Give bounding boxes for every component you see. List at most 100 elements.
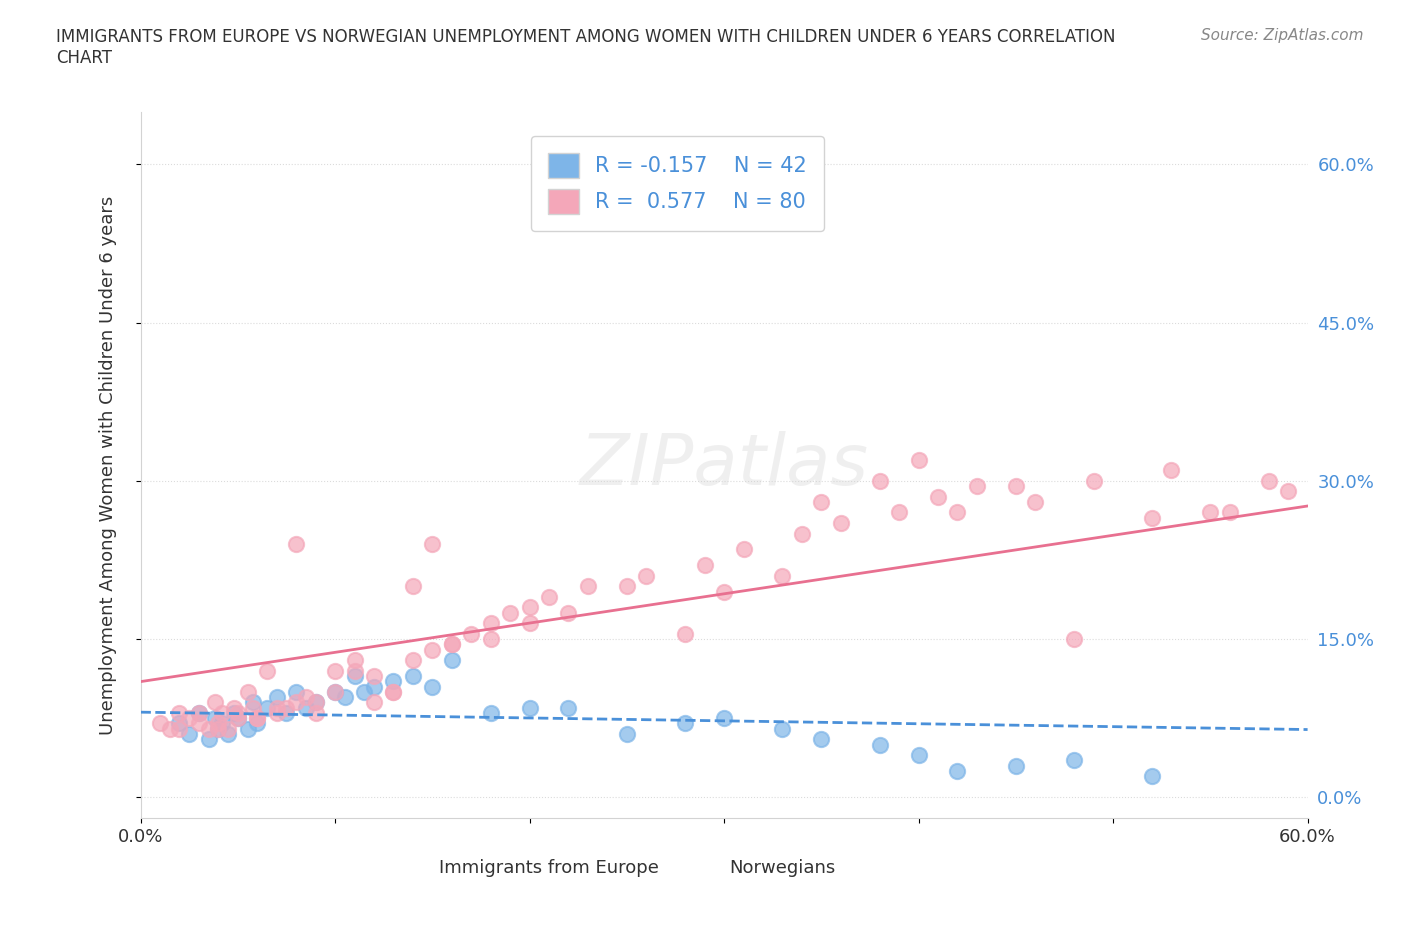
Point — [616, 578, 638, 593]
Point — [188, 706, 211, 721]
Point — [519, 600, 541, 615]
Point — [576, 578, 599, 593]
Point — [159, 722, 181, 737]
Point — [557, 700, 579, 715]
Point — [1160, 463, 1182, 478]
Point — [1024, 495, 1046, 510]
Text: Immigrants from Europe: Immigrants from Europe — [439, 859, 659, 877]
Point — [1199, 505, 1222, 520]
Point — [713, 584, 735, 599]
Point — [266, 690, 288, 705]
Point — [179, 711, 201, 725]
Point — [256, 700, 278, 715]
Point — [889, 505, 911, 520]
Point — [276, 706, 298, 721]
Point — [197, 732, 219, 747]
Point — [440, 637, 463, 652]
Point — [440, 637, 463, 652]
Point — [236, 684, 259, 699]
Point — [226, 711, 249, 725]
Point — [169, 706, 191, 721]
Point — [810, 495, 832, 510]
Point — [422, 643, 444, 658]
Point — [479, 706, 502, 721]
Point — [499, 605, 522, 620]
Point — [236, 722, 259, 737]
Point — [285, 695, 308, 710]
Point — [772, 722, 794, 737]
Text: Norwegians: Norwegians — [730, 859, 835, 877]
Point — [810, 732, 832, 747]
Point — [402, 653, 425, 668]
Point — [479, 631, 502, 646]
Y-axis label: Unemployment Among Women with Children Under 6 years: Unemployment Among Women with Children U… — [98, 195, 117, 735]
Point — [1063, 631, 1085, 646]
Point — [1140, 511, 1163, 525]
Point — [1219, 505, 1241, 520]
Point — [305, 706, 328, 721]
Point — [169, 722, 191, 737]
Text: Source: ZipAtlas.com: Source: ZipAtlas.com — [1201, 28, 1364, 43]
Point — [211, 706, 233, 721]
Point — [479, 616, 502, 631]
Point — [636, 568, 658, 583]
Point — [217, 722, 239, 737]
Point — [673, 626, 696, 641]
Point — [1063, 753, 1085, 768]
Point — [616, 726, 638, 741]
Point — [557, 605, 579, 620]
Point — [323, 684, 346, 699]
Point — [204, 695, 226, 710]
Point — [285, 684, 308, 699]
Point — [1140, 769, 1163, 784]
Point — [460, 626, 482, 641]
Point — [946, 764, 969, 778]
Point — [907, 748, 929, 763]
Point — [188, 706, 211, 721]
Point — [382, 674, 405, 689]
Point — [363, 669, 385, 684]
Point — [382, 684, 405, 699]
Point — [295, 700, 318, 715]
FancyBboxPatch shape — [456, 854, 515, 879]
Point — [422, 537, 444, 551]
Point — [1257, 473, 1279, 488]
Point — [422, 679, 444, 694]
Point — [519, 616, 541, 631]
Point — [382, 684, 405, 699]
Point — [673, 716, 696, 731]
Point — [217, 726, 239, 741]
Point — [830, 515, 852, 530]
Point — [211, 716, 233, 731]
Point — [790, 526, 813, 541]
Point — [1083, 473, 1105, 488]
Point — [226, 711, 249, 725]
Point — [907, 452, 929, 467]
Point — [440, 653, 463, 668]
Point — [343, 653, 366, 668]
Point — [276, 700, 298, 715]
Point — [1005, 479, 1028, 494]
Point — [266, 700, 288, 715]
Point — [222, 706, 245, 721]
Point — [1355, 463, 1378, 478]
Point — [733, 542, 755, 557]
Point — [343, 663, 366, 678]
Point — [966, 479, 988, 494]
Point — [927, 489, 949, 504]
Point — [353, 684, 375, 699]
Point — [149, 716, 172, 731]
Point — [343, 669, 366, 684]
Point — [207, 716, 229, 731]
Point — [1005, 758, 1028, 773]
Point — [869, 473, 891, 488]
Point — [204, 711, 226, 725]
Point — [179, 726, 201, 741]
FancyBboxPatch shape — [689, 854, 748, 879]
Text: IMMIGRANTS FROM EUROPE VS NORWEGIAN UNEMPLOYMENT AMONG WOMEN WITH CHILDREN UNDER: IMMIGRANTS FROM EUROPE VS NORWEGIAN UNEM… — [56, 28, 1116, 67]
Point — [197, 722, 219, 737]
Point — [363, 695, 385, 710]
Point — [246, 711, 269, 725]
Point — [188, 716, 211, 731]
Text: ZIPatlas: ZIPatlas — [579, 431, 869, 499]
